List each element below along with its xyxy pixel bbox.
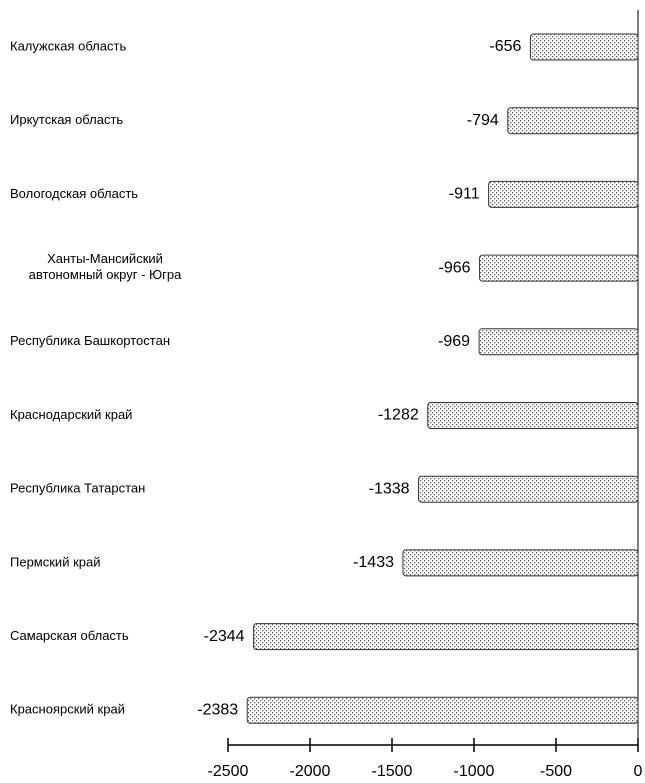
- category-label: Пермский край: [10, 554, 100, 569]
- bar: [246, 696, 639, 724]
- value-label: -1338: [369, 480, 410, 497]
- value-label: -2383: [197, 702, 238, 719]
- category-label: Вологодская область: [10, 186, 138, 201]
- value-label: -794: [467, 112, 499, 129]
- bar: [479, 254, 639, 282]
- x-tick-label: -1000: [454, 763, 495, 780]
- bar: [507, 107, 639, 135]
- value-label: -966: [439, 259, 471, 276]
- x-tick-label: 0: [634, 763, 643, 780]
- value-label: -969: [438, 333, 470, 350]
- x-tick-label: -500: [540, 763, 572, 780]
- bar: [418, 475, 639, 503]
- category-label: Калужская область: [10, 38, 126, 53]
- value-label: -1433: [353, 554, 394, 571]
- bar: [402, 549, 639, 577]
- value-label: -656: [489, 38, 521, 55]
- value-label: -911: [449, 186, 480, 203]
- category-label: Республика Башкортостан: [10, 333, 170, 348]
- bar: [427, 402, 639, 429]
- value-label: -2344: [204, 628, 245, 645]
- category-label: Ханты-Мансийский автономный округ - Югра: [29, 252, 183, 283]
- bar: [488, 180, 639, 208]
- x-tick-label: -1500: [372, 763, 413, 780]
- bar: [478, 328, 639, 356]
- category-label: Красноярский край: [10, 702, 125, 717]
- value-label: -1282: [378, 407, 419, 424]
- x-tick-label: -2500: [208, 763, 249, 780]
- category-label: Иркутская область: [10, 112, 123, 127]
- category-label: Самарская область: [10, 628, 129, 643]
- bar: [253, 623, 639, 651]
- bar: [529, 33, 639, 61]
- category-label: Краснодарский край: [10, 407, 132, 422]
- category-label: Республика Татарстан: [10, 481, 145, 496]
- x-tick-label: -2000: [290, 763, 331, 780]
